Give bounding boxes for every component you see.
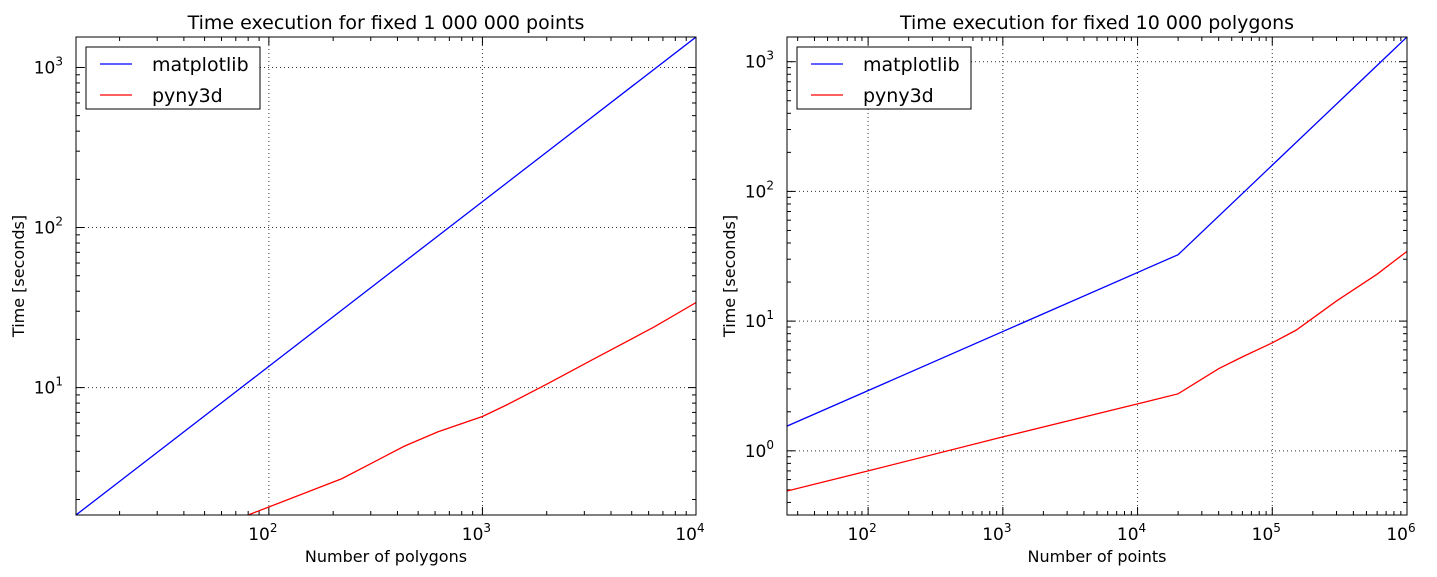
series-group [76, 37, 696, 515]
y-tick-label: 103 [745, 49, 774, 73]
y-tick-label: 103 [34, 54, 63, 78]
chart-title: Time execution for fixed 1 000 000 point… [187, 12, 585, 34]
y-tick-label: 102 [34, 215, 63, 239]
x-tick-label: 103 [462, 521, 491, 545]
legend-label-matplotlib: matplotlib [863, 54, 960, 76]
legend-label-pyny3d: pyny3d [863, 85, 934, 107]
chart-title: Time execution for fixed 10 000 polygons [899, 12, 1294, 34]
axes-frame [75, 36, 697, 516]
x-tick-label: 102 [847, 521, 876, 545]
y-tick-label: 100 [745, 438, 774, 462]
series-line-matplotlib [76, 37, 696, 515]
y-tick-label: 101 [745, 308, 774, 332]
x-tick-label: 104 [675, 521, 704, 545]
legend-box [85, 46, 261, 110]
x-tick-label: 103 [982, 521, 1011, 545]
y-tick-label: 101 [34, 375, 63, 399]
x-tick-label: 106 [1386, 521, 1415, 545]
legend-box [796, 46, 972, 110]
x-axis-label: Number of polygons [305, 547, 467, 566]
chart-1: 102 103 104 101 102 103 Time execution for fix… [9, 12, 705, 566]
series-line-matplotlib [787, 37, 1407, 427]
x-tick-label: 104 [1117, 521, 1146, 545]
legend: matplotlib pyny3d [796, 46, 972, 110]
x-tick-label: 102 [248, 521, 277, 545]
series-group [787, 37, 1407, 492]
x-axis-label: Number of points [1027, 547, 1166, 566]
x-tick-label: 105 [1252, 521, 1281, 545]
legend-label-pyny3d: pyny3d [152, 85, 223, 107]
legend: matplotlib pyny3d [85, 46, 261, 110]
y-axis-label: Time [seconds] [9, 215, 28, 338]
y-axis-label: Time [seconds] [720, 215, 739, 338]
legend-label-matplotlib: matplotlib [152, 54, 249, 76]
axes-frame [786, 36, 1408, 516]
series-line-pyny3d [247, 301, 696, 515]
y-tick-label: 102 [745, 178, 774, 202]
chart-2: 102 103 104 105 106 100 101 102 103 Time executio… [720, 12, 1416, 566]
series-line-pyny3d [787, 250, 1407, 492]
